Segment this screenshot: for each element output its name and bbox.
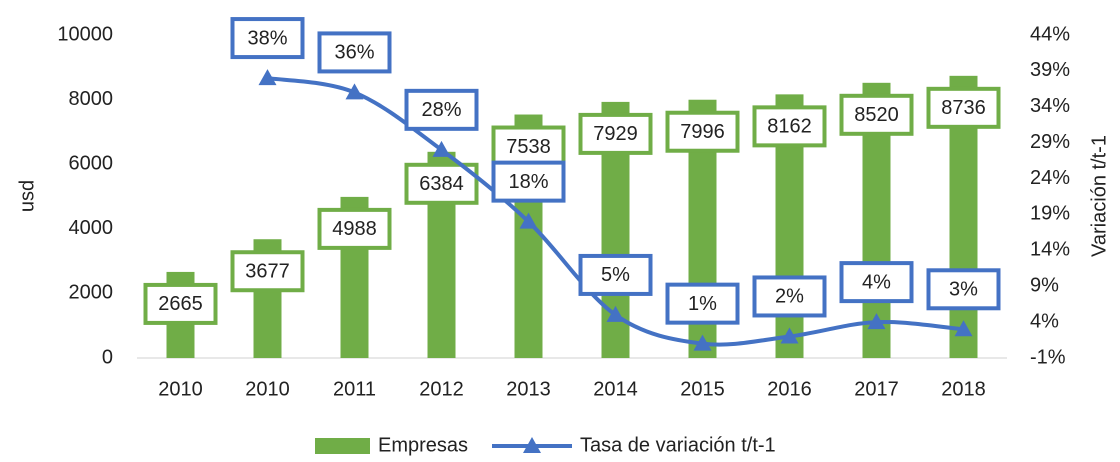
x-tick-label: 2012 (419, 378, 464, 400)
line-marker (954, 320, 973, 337)
line-value-label: 2% (775, 286, 804, 308)
line-marker (519, 212, 538, 229)
line-value-label: 5% (601, 264, 630, 286)
line-marker (606, 305, 625, 322)
line-value-label-box (665, 282, 740, 325)
y2-tick-label: 19% (1030, 203, 1070, 225)
x-tick-label: 2016 (767, 378, 812, 400)
y2-tick-label: 4% (1030, 310, 1059, 332)
bar-value-label-box (665, 110, 740, 153)
bar-value-label-box (926, 86, 1001, 129)
line-value-label: 36% (334, 42, 374, 64)
y2-tick-label: 24% (1030, 167, 1070, 189)
x-tick-label: 2013 (506, 378, 551, 400)
line-value-label-box (230, 17, 305, 60)
y2-tick-label: 44% (1030, 23, 1070, 45)
line-value-label-box (404, 88, 479, 131)
line-value-label: 38% (247, 27, 287, 49)
bar-value-label: 8520 (854, 104, 899, 126)
y2-tick-label: -1% (1030, 346, 1066, 368)
y2-tick-label: 39% (1030, 59, 1070, 81)
line-value-label: 18% (508, 171, 548, 193)
bar-value-label-box (404, 162, 479, 205)
y2-tick-label: 34% (1030, 95, 1070, 117)
x-tick-label: 2018 (941, 378, 986, 400)
line-value-label-box (317, 31, 392, 74)
bar-value-label: 2665 (158, 293, 203, 315)
bar-value-label-box (752, 105, 827, 148)
line-value-label-box (839, 261, 914, 304)
legend-swatch (315, 438, 370, 454)
y-tick-label: 0 (102, 346, 113, 368)
line-value-label-box (926, 268, 1001, 311)
bar-value-label: 7996 (680, 121, 725, 143)
bar-value-label: 7538 (506, 136, 551, 158)
y2-axis-title: Variación t/t-1 (1088, 135, 1110, 257)
y2-tick-label: 29% (1030, 131, 1070, 153)
y-axis-title: usd (16, 180, 38, 212)
y-tick-label: 6000 (69, 152, 114, 174)
bar-value-label-box (578, 112, 653, 155)
x-tick-label: 2015 (680, 378, 725, 400)
x-tick-label: 2010 (245, 378, 290, 400)
line (267, 76, 964, 347)
x-tick-label: 2010 (158, 378, 203, 400)
bar-value-label: 6384 (419, 173, 464, 195)
legend-label: Tasa de variación t/t-1 (580, 434, 776, 456)
y-tick-label: 2000 (69, 282, 114, 304)
legend-marker (523, 437, 541, 453)
bar-value-label: 3677 (245, 261, 290, 283)
line-marker (258, 69, 277, 86)
line-marker (867, 313, 886, 330)
line-marker (432, 140, 451, 157)
bar-value-label: 4988 (332, 218, 377, 240)
bar-value-label-box (839, 93, 914, 136)
bar-value-label-box (230, 250, 305, 293)
line-value-label: 3% (949, 279, 978, 301)
bar-value-label-box (491, 125, 566, 168)
line-marker (345, 83, 364, 100)
line-value-label: 4% (862, 271, 891, 293)
x-tick-label: 2014 (593, 378, 638, 400)
line-value-label-box (578, 253, 653, 296)
bar-value-label: 7929 (593, 123, 638, 145)
bar-value-label-box (143, 282, 218, 325)
y-tick-label: 4000 (69, 217, 114, 239)
y-tick-label: 10000 (57, 23, 113, 45)
line-marker (780, 327, 799, 344)
x-tick-label: 2017 (854, 378, 899, 400)
bar-value-label: 8162 (767, 116, 812, 138)
legend-label: Empresas (378, 434, 468, 456)
y-tick-label: 8000 (69, 88, 114, 110)
bar-value-label: 8736 (941, 97, 986, 119)
line-value-label: 1% (688, 293, 717, 315)
line-value-label-box (752, 275, 827, 318)
line-value-label: 28% (421, 99, 461, 121)
y2-tick-label: 9% (1030, 275, 1059, 297)
x-tick-label: 2011 (333, 378, 376, 400)
y2-tick-label: 14% (1030, 239, 1070, 261)
line-value-label-box (491, 160, 566, 203)
bar-value-label-box (317, 207, 392, 250)
line-marker (693, 334, 712, 351)
